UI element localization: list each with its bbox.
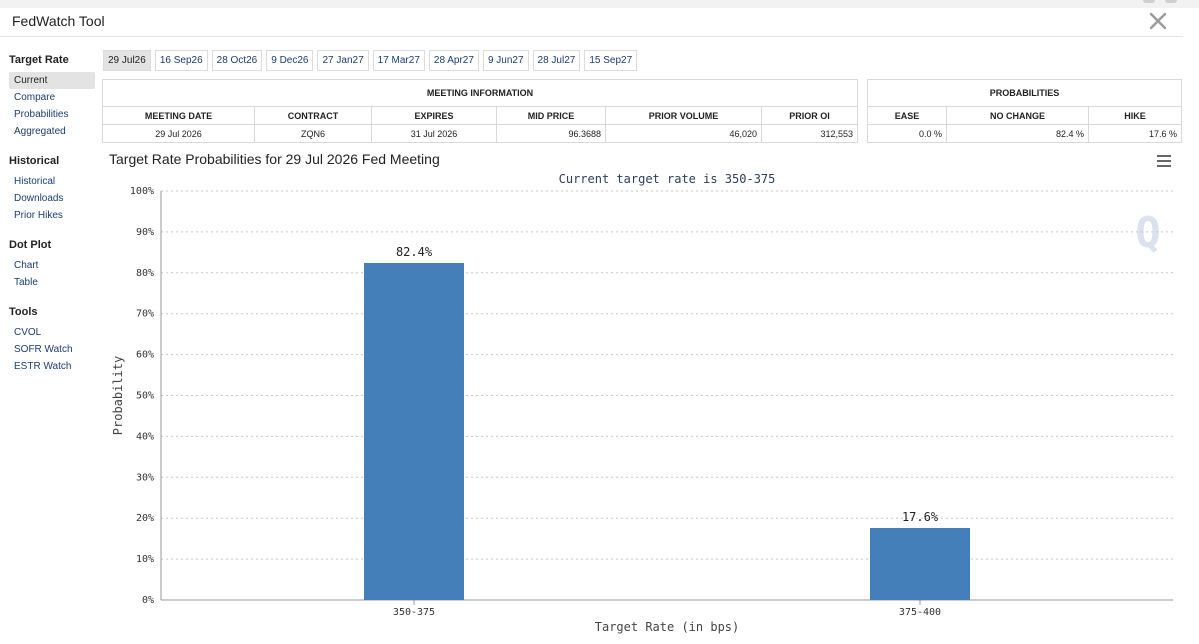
tab-27-jan27[interactable]: 27 Jan27 bbox=[317, 50, 369, 71]
y-axis-label: Probability bbox=[111, 356, 125, 435]
contract-value: ZQN6 bbox=[254, 124, 372, 143]
data-label: 82.4% bbox=[396, 245, 433, 259]
x-logo-icon[interactable] bbox=[1149, 12, 1167, 30]
sidebar-item-probabilities[interactable]: Probabilities bbox=[14, 109, 69, 120]
top-icon-group bbox=[1143, 0, 1177, 3]
sidebar-heading: Dot Plot bbox=[9, 239, 52, 251]
header-mid-price: MID PRICE bbox=[496, 106, 606, 125]
sidebar-item-estr-watch[interactable]: ESTR Watch bbox=[14, 361, 72, 372]
sidebar-heading: Tools bbox=[9, 306, 38, 318]
tab-16-sep26[interactable]: 16 Sep26 bbox=[154, 50, 208, 71]
meeting-info-title: MEETING INFORMATION bbox=[102, 79, 858, 107]
x-axis-label: Target Rate (in bps) bbox=[595, 620, 740, 634]
y-tick-label: 80% bbox=[136, 268, 154, 279]
sidebar-item-sofr-watch[interactable]: SOFR Watch bbox=[14, 344, 73, 355]
y-tick-label: 20% bbox=[136, 513, 154, 524]
app-title: FedWatch Tool bbox=[12, 13, 105, 29]
sidebar-item-current[interactable]: Current bbox=[9, 72, 95, 89]
sidebar-heading: Historical bbox=[9, 155, 60, 167]
header-ease: EASE bbox=[867, 106, 947, 125]
sidebar-item-chart[interactable]: Chart bbox=[14, 260, 39, 271]
y-tick-label: 100% bbox=[130, 186, 154, 197]
prior-volume-value: 46,020 bbox=[605, 124, 762, 143]
x-tick-label: 350-375 bbox=[393, 607, 435, 618]
no-change-value: 82.4 % bbox=[946, 124, 1089, 143]
probabilities-title: PROBABILITIES bbox=[867, 79, 1182, 107]
tab-28-jul27[interactable]: 28 Jul27 bbox=[532, 50, 581, 71]
tab-29-jul26[interactable]: 29 Jul26 bbox=[103, 50, 151, 71]
mid-price-value: 96.3688 bbox=[496, 124, 606, 143]
header-prior-oi: PRIOR OI bbox=[761, 106, 858, 125]
sidebar-item-prior-hikes[interactable]: Prior Hikes bbox=[14, 210, 63, 221]
meeting-information-table: MEETING INFORMATION MEETING DATE CONTRAC… bbox=[102, 79, 858, 143]
expires-value: 31 Jul 2026 bbox=[371, 124, 497, 143]
y-tick-label: 90% bbox=[136, 227, 154, 238]
y-tick-label: 50% bbox=[136, 391, 154, 402]
y-tick-label: 10% bbox=[136, 554, 154, 565]
probabilities-table: PROBABILITIES EASE NO CHANGE HIKE 0.0 % … bbox=[867, 79, 1182, 143]
header-prior-volume: PRIOR VOLUME bbox=[605, 106, 762, 125]
chart-subtitle: Current target rate is 350-375 bbox=[559, 172, 776, 186]
browser-top-strip bbox=[0, 0, 1199, 8]
y-tick-label: 70% bbox=[136, 309, 154, 320]
sidebar-group-tools: Tools CVOL SOFR Watch ESTR Watch bbox=[9, 306, 95, 375]
sidebar-item-table[interactable]: Table bbox=[14, 277, 38, 288]
tab-9-jun27[interactable]: 9 Jun27 bbox=[482, 50, 529, 71]
top-icon-b bbox=[1165, 0, 1177, 3]
chart-container: Target Rate Probabilities for 29 Jul 202… bbox=[101, 143, 1183, 644]
meeting-date-value: 29 Jul 2026 bbox=[102, 124, 255, 143]
y-tick-label: 60% bbox=[136, 350, 154, 361]
sidebar-item-cvol[interactable]: CVOL bbox=[14, 327, 42, 338]
header-hike: HIKE bbox=[1088, 106, 1182, 125]
bar-350-375 bbox=[364, 262, 464, 600]
header-contract: CONTRACT bbox=[254, 106, 372, 125]
sidebar-group-target-rate: Target Rate Current Compare Probabilities Ag… bbox=[9, 54, 95, 140]
top-icon-a bbox=[1143, 0, 1155, 3]
meeting-date-tabs: 29 Jul26 16 Sep26 28 Oct26 9 Dec26 27 Jan27 1… bbox=[103, 50, 638, 71]
sidebar-item-compare[interactable]: Compare bbox=[14, 92, 56, 103]
watermark-logo: Q bbox=[1135, 208, 1160, 257]
sidebar-heading: Target Rate bbox=[9, 54, 69, 66]
sidebar-group-historical: Historical Historical Downloads Prior Hikes bbox=[9, 155, 95, 224]
chart-title: Target Rate Probabilities for 29 Jul 202… bbox=[109, 151, 440, 167]
sidebar-item-aggregated[interactable]: Aggregated bbox=[14, 126, 66, 137]
x-tick-label: 375-400 bbox=[899, 607, 941, 618]
tab-15-sep27[interactable]: 15 Sep27 bbox=[584, 50, 638, 71]
ease-value: 0.0 % bbox=[867, 124, 947, 143]
y-tick-label: 40% bbox=[136, 431, 154, 442]
sidebar-item-downloads[interactable]: Downloads bbox=[14, 193, 64, 204]
sidebar-group-dot-plot: Dot Plot Chart Table bbox=[9, 239, 95, 291]
y-tick-label: 30% bbox=[136, 472, 154, 483]
tab-9-dec26[interactable]: 9 Dec26 bbox=[266, 50, 314, 71]
tab-28-oct26[interactable]: 28 Oct26 bbox=[211, 50, 263, 71]
sidebar-item-historical[interactable]: Historical bbox=[14, 176, 56, 187]
header-meeting-date: MEETING DATE bbox=[102, 106, 255, 125]
probability-bar-chart: Current target rate is 350-375 Q 0% 10% 20% 3… bbox=[111, 172, 1173, 634]
app-header: FedWatch Tool bbox=[0, 8, 1183, 37]
hamburger-menu-icon[interactable] bbox=[1157, 155, 1171, 167]
bar-375-400 bbox=[870, 528, 970, 600]
hike-value: 17.6 % bbox=[1088, 124, 1182, 143]
sidebar: Target Rate Current Compare Probabilities Ag… bbox=[9, 54, 95, 390]
data-label: 17.6% bbox=[902, 510, 939, 524]
header-expires: EXPIRES bbox=[371, 106, 497, 125]
header-no-change: NO CHANGE bbox=[946, 106, 1089, 125]
tab-17-mar27[interactable]: 17 Mar27 bbox=[372, 50, 425, 71]
y-tick-label: 0% bbox=[142, 595, 154, 606]
tab-28-apr27[interactable]: 28 Apr27 bbox=[428, 50, 479, 71]
prior-oi-value: 312,553 bbox=[761, 124, 858, 143]
